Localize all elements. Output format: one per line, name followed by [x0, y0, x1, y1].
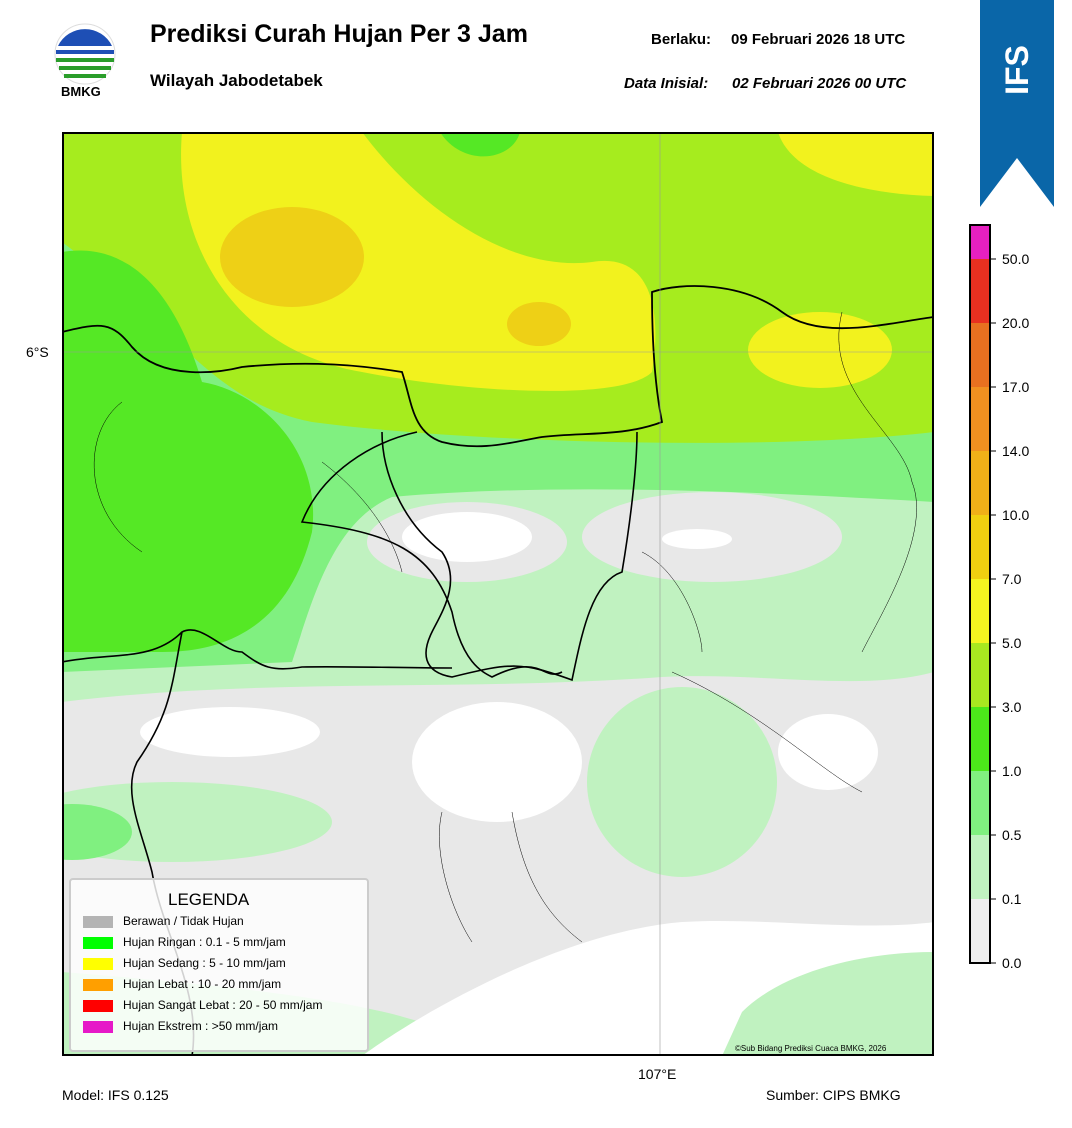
colorbar-segment — [970, 451, 990, 515]
init-value: 02 Februari 2026 00 UTC — [732, 75, 907, 92]
legend-label: Berawan / Tidak Hujan — [123, 914, 244, 928]
init-label: Data Inisial: — [624, 75, 709, 92]
legend-swatch — [83, 1000, 113, 1012]
colorbar-tick-label: 5.0 — [1002, 635, 1022, 651]
colorbar-segment — [970, 515, 990, 579]
subtitle: Wilayah Jabodetabek — [150, 71, 323, 90]
colorbar-tick-label: 0.1 — [1002, 891, 1022, 907]
legend-label: Hujan Sedang : 5 - 10 mm/jam — [123, 956, 286, 970]
colorbar-tick-label: 14.0 — [1002, 443, 1029, 459]
valid-label: Berlaku: — [651, 31, 712, 48]
title: Prediksi Curah Hujan Per 3 Jam — [150, 20, 528, 48]
colorbar-tick-label: 1.0 — [1002, 763, 1022, 779]
badge-text: IFS — [999, 45, 1035, 95]
legend-swatch — [83, 937, 113, 949]
colorbar-frame — [969, 224, 991, 964]
colorbar-tick-label: 7.0 — [1002, 571, 1022, 587]
colorbar-segment — [970, 387, 990, 451]
colorbar-tick-label: 0.5 — [1002, 827, 1022, 843]
colorbar-tick-label: 10.0 — [1002, 507, 1029, 523]
colorbar-segment — [970, 899, 990, 963]
legend-label: Hujan Sangat Lebat : 20 - 50 mm/jam — [123, 998, 323, 1012]
colorbar-segment — [970, 771, 990, 835]
model: Model: IFS 0.125 — [62, 1087, 169, 1103]
credit: ©Sub Bidang Prediksi Cuaca BMKG, 2026 — [735, 1044, 887, 1053]
logo-mark — [54, 23, 116, 85]
valid-value: 09 Februari 2026 18 UTC — [731, 31, 906, 48]
colorbar-segment — [970, 707, 990, 771]
legend: LEGENDA Berawan / Tidak Hujan Hujan Ringa… — [69, 878, 369, 1052]
colorbar-segment — [970, 259, 990, 323]
colorbar-tick-label: 3.0 — [1002, 699, 1022, 715]
colorbar-tick-label: 50.0 — [1002, 251, 1029, 267]
colorbar-segment — [970, 323, 990, 387]
legend-label: Hujan Ringan : 0.1 - 5 mm/jam — [123, 935, 286, 949]
lon-label: 107°E — [638, 1066, 677, 1082]
badge: IFS — [980, 0, 1054, 207]
legend-label: Hujan Lebat : 10 - 20 mm/jam — [123, 977, 282, 991]
colorbar-segment — [970, 835, 990, 899]
colorbar-segment — [970, 225, 990, 259]
map — [62, 132, 934, 1056]
legend-swatch — [83, 958, 113, 970]
colorbar-segment — [970, 643, 990, 707]
colorbar-segment — [970, 579, 990, 643]
lat-label: 6°S — [26, 344, 49, 360]
legend-swatch — [83, 1021, 113, 1033]
legend-swatch — [83, 979, 113, 991]
legend-swatch — [83, 916, 113, 928]
legend-label: Hujan Ekstrem : >50 mm/jam — [123, 1019, 279, 1033]
legend-title: LEGENDA — [168, 890, 250, 909]
colorbar-tick-label: 0.0 — [1002, 955, 1022, 971]
colorbar-tick-label: 17.0 — [1002, 379, 1029, 395]
colorbar: 0.0 0.1 0.5 1.0 3.0 5.0 7.0 10.0 14.0 17.0 20.0 50.… — [969, 224, 1029, 971]
logo-text: BMKG — [61, 84, 101, 99]
source: Sumber: CIPS BMKG — [766, 1087, 901, 1103]
colorbar-tick-label: 20.0 — [1002, 315, 1029, 331]
